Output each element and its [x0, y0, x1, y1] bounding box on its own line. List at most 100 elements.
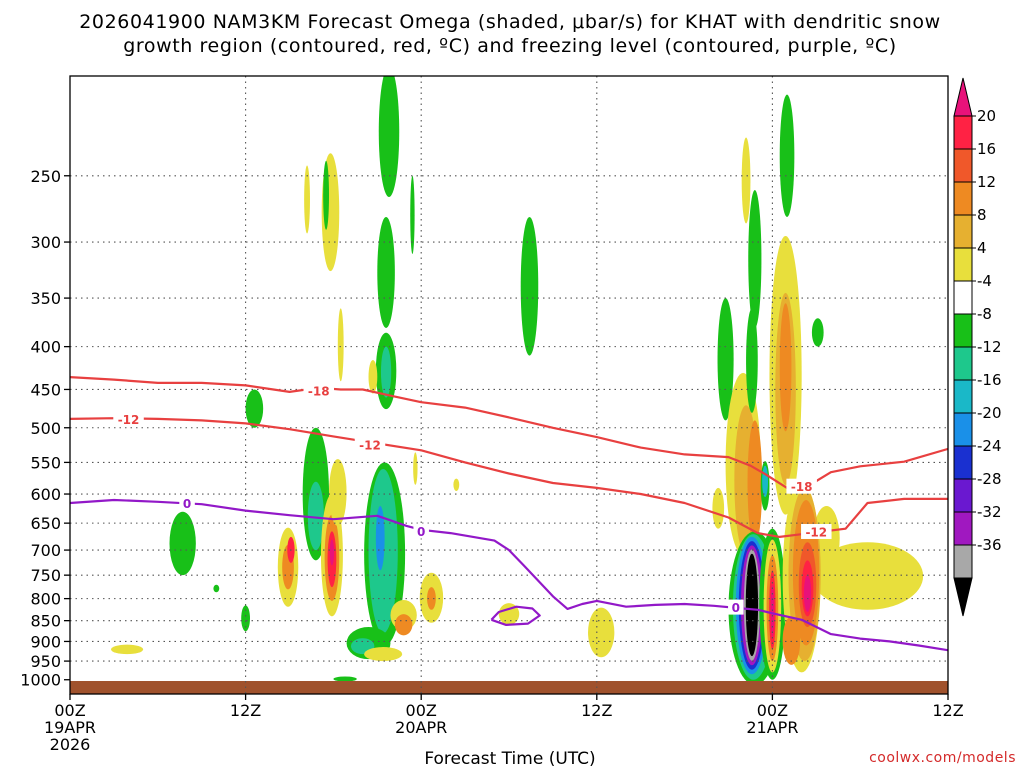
colorbar-label-6: -8	[977, 305, 992, 323]
contour-label-bg	[354, 436, 386, 452]
colorbar-label-2: 12	[977, 173, 996, 191]
omega-cell-18	[329, 459, 347, 526]
colorbar-swatch-3	[953, 214, 973, 249]
colorbar-swatch-7	[953, 346, 973, 381]
colorbar-label-7: -12	[977, 338, 1002, 356]
contour-label-bg	[728, 599, 744, 615]
contour-label-bg	[801, 523, 832, 539]
chart-title-line-2: growth region (contoured, red, ºC) and f…	[123, 35, 897, 57]
contour-label-2-1: 0	[417, 525, 425, 539]
y-tick-label-750: 750	[30, 566, 61, 585]
contour-label-bg	[786, 478, 817, 494]
x-tick-label-48-0: 00Z	[757, 701, 788, 720]
x-tick-label-60-0: 12Z	[932, 701, 963, 720]
x-tick-label-0-0: 00Z	[54, 701, 85, 720]
y-tick-label-350: 350	[30, 289, 61, 308]
contour-label-bg	[113, 411, 144, 427]
omega-cell-1	[245, 389, 264, 428]
contour-label-bg	[413, 523, 429, 539]
colorbar-label-4: 4	[977, 239, 987, 257]
omega-cell-40	[588, 607, 615, 658]
contour-label-1-2: -12	[805, 525, 827, 539]
colorbar-label-13: -36	[977, 536, 1002, 554]
contour-label-1-0: -12	[118, 413, 140, 427]
omega-cell-51	[779, 94, 795, 217]
omega-cell-16	[329, 539, 335, 566]
y-tick-label-950: 950	[30, 652, 61, 671]
colorbar-swatch-2	[953, 181, 973, 216]
colorbar-swatch-5	[953, 280, 973, 315]
omega-cell-64	[745, 553, 759, 657]
omega-cell-41	[712, 487, 725, 529]
x-tick-label-48-1: 21APR	[746, 718, 798, 737]
colorbar-label-11: -28	[977, 470, 1002, 488]
colorbar-swatch-9	[953, 412, 973, 447]
contour-label-1-1: -12	[359, 438, 381, 452]
colorbar-legend: 20 16 12 8 4 -4 -8 -12 -16 -20 -24 -28 -32 -36	[953, 77, 1002, 617]
credit-text: coolwx.com/models	[869, 750, 1016, 766]
omega-cell-36	[427, 587, 436, 610]
omega-cell-34	[413, 452, 418, 485]
y-tick-label-400: 400	[30, 338, 61, 357]
colorbar-swatch-8	[953, 379, 973, 414]
colorbar-label-9: -20	[977, 404, 1002, 422]
omega-cell-31	[394, 614, 413, 636]
contour-line-2	[70, 498, 948, 652]
y-axis-pressure: 2503003504004505005506006507007508008509…	[20, 167, 70, 690]
contour-label-bg	[179, 495, 195, 511]
y-tick-label-300: 300	[30, 233, 61, 252]
omega-cell-69	[770, 584, 775, 638]
omega-cell-46	[741, 137, 751, 224]
omega-cell-57	[811, 542, 924, 610]
x-tick-label-24-1: 20APR	[395, 718, 447, 737]
omega-cell-0	[169, 511, 196, 576]
contour-line-3	[490, 605, 541, 626]
omega-shading	[110, 76, 924, 686]
x-tick-label-12-0: 12Z	[230, 701, 261, 720]
omega-cell-42	[717, 298, 734, 421]
colorbar-swatch-1	[953, 148, 973, 183]
colorbar-label-0: 20	[977, 107, 996, 125]
omega-cell-39	[520, 216, 539, 356]
omega-cell-19	[378, 76, 400, 197]
omega-cell-32	[333, 676, 357, 682]
omega-cell-37	[453, 478, 460, 491]
omega-cell-38	[498, 603, 520, 625]
omega-cell-76	[782, 616, 801, 665]
contour-label-2-0: 0	[183, 497, 191, 511]
colorbar-swatch-6	[953, 313, 973, 348]
y-tick-label-1000: 1000	[20, 671, 61, 690]
y-tick-label-250: 250	[30, 167, 61, 186]
omega-cell-10	[323, 160, 330, 230]
omega-cell-29	[364, 647, 403, 662]
omega-cell-26	[375, 505, 385, 571]
colorbar-label-10: -24	[977, 437, 1002, 455]
x-tick-label-24-0: 00Z	[406, 701, 437, 720]
omega-cell-23	[368, 360, 378, 394]
omega-cell-33	[410, 175, 415, 254]
y-tick-label-500: 500	[30, 419, 61, 438]
colorbar-swatch-10	[953, 445, 973, 480]
omega-cell-12	[307, 481, 324, 551]
y-tick-label-700: 700	[30, 541, 61, 560]
omega-cell-22	[380, 346, 392, 398]
omega-cell-8	[304, 165, 310, 234]
omega-cell-50	[762, 465, 769, 498]
y-tick-label-550: 550	[30, 453, 61, 472]
omega-cell-54	[779, 303, 792, 432]
y-tick-label-800: 800	[30, 590, 61, 609]
colorbar-swatch-13	[953, 544, 973, 579]
omega-cell-2	[110, 644, 144, 655]
colorbar-label-8: -16	[977, 371, 1002, 389]
colorbar-swatch-11	[953, 478, 973, 513]
terrain-ground	[70, 681, 948, 694]
colorbar-bottom-arrow	[953, 577, 973, 617]
omega-cell-3	[213, 584, 220, 593]
contour-line-0	[70, 376, 948, 489]
omega-cell-48	[746, 308, 758, 413]
colorbar-swatch-12	[953, 511, 973, 546]
omega-cell-20	[377, 216, 395, 328]
y-tick-label-850: 850	[30, 612, 61, 631]
contour-label-bg	[303, 383, 335, 399]
contour-label-0-1: -18	[791, 480, 813, 494]
